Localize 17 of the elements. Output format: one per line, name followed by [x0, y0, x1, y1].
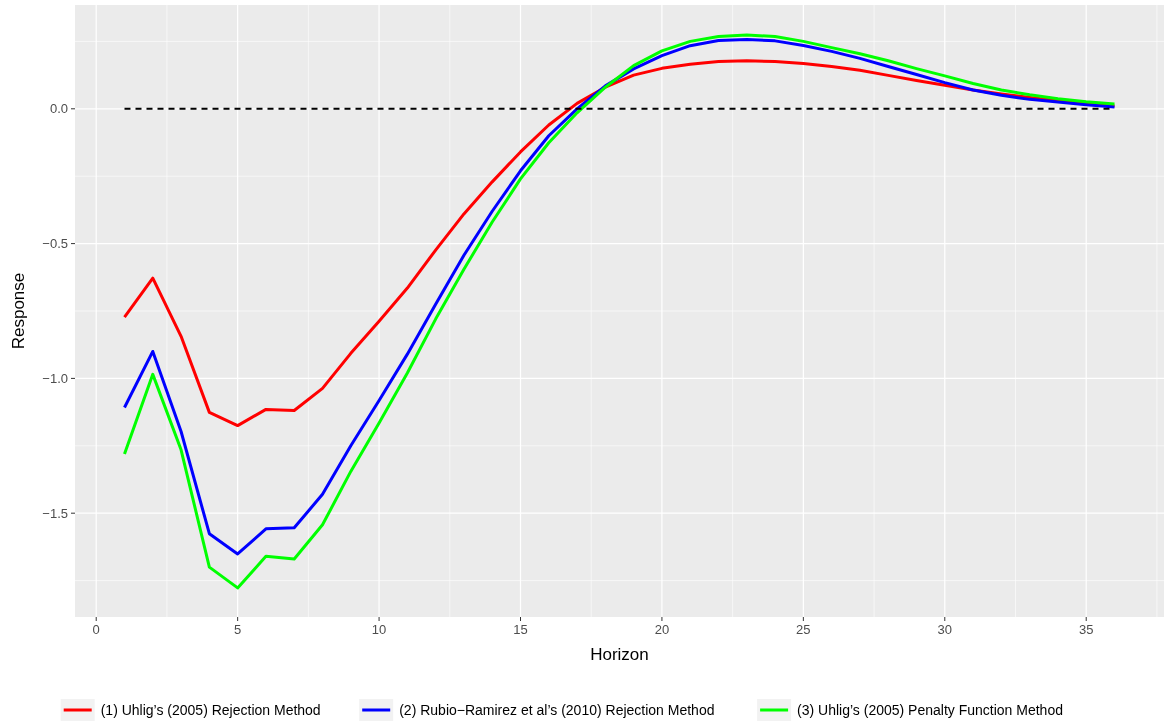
- legend-label: (1) Uhlig’s (2005) Rejection Method: [100, 701, 321, 718]
- y-tick-label: −1.0: [42, 370, 68, 386]
- y-tick-label: −0.5: [42, 236, 68, 252]
- x-tick-label: 5: [234, 622, 242, 637]
- y-tick-label: −1.5: [42, 505, 68, 521]
- x-tick-label: 20: [654, 622, 670, 637]
- x-tick-label: 15: [513, 622, 528, 637]
- legend-label: (2) Rubio−Ramirez et al’s (2010) Rejection Method: [399, 701, 715, 718]
- x-tick-label: 10: [371, 622, 387, 637]
- x-tick-label: 30: [937, 622, 953, 637]
- x-axis-title: Horizon: [590, 645, 649, 664]
- y-axis-title: Response: [9, 272, 28, 350]
- legend-label: (3) Uhlig’s (2005) Penalty Function Method: [797, 701, 1063, 718]
- x-tick-label: 25: [796, 622, 811, 637]
- y-tick-label: 0.0: [49, 101, 68, 117]
- x-tick-label: 35: [1078, 622, 1094, 637]
- x-tick-label: 0: [92, 622, 100, 637]
